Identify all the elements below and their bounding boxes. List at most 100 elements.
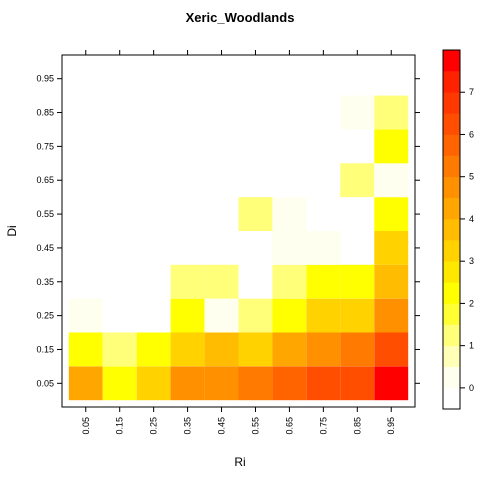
- colorbar-tick-label: 1: [469, 341, 474, 351]
- heatmap-cell: [340, 163, 375, 198]
- x-tick-label: 0.45: [217, 417, 227, 435]
- heatmap-cell: [374, 197, 409, 231]
- y-tick-label: 0.55: [36, 209, 54, 219]
- heatmap-cell: [170, 298, 205, 333]
- x-tick-label: 0.75: [318, 417, 328, 435]
- heatmap-cell: [204, 366, 239, 401]
- chart-title: Xeric_Woodlands: [186, 10, 295, 25]
- heatmap-cell: [272, 197, 307, 231]
- heatmap-cell: [374, 366, 409, 401]
- heatmap-cell: [238, 298, 273, 333]
- colorbar-band: [443, 92, 460, 114]
- colorbar-tick-label: 6: [469, 129, 474, 139]
- heatmap-cell: [272, 231, 307, 265]
- heatmap-cell: [374, 129, 409, 164]
- colorbar-band: [443, 197, 460, 220]
- colorbar-band: [443, 134, 460, 156]
- y-tick-label: 0.45: [36, 243, 54, 253]
- heatmap-cell: [102, 366, 137, 401]
- x-tick-label: 0.15: [115, 417, 125, 435]
- heatmap-cell: [170, 332, 205, 367]
- colorbar-band: [443, 218, 460, 241]
- y-tick-label: 0.05: [36, 378, 54, 388]
- heatmap-cell: [238, 366, 273, 401]
- colorbar-band: [443, 261, 460, 283]
- colorbar-band: [443, 240, 460, 262]
- heatmap-cell: [238, 332, 273, 367]
- y-axis-label: Di: [5, 225, 19, 236]
- colorbar-tick-label: 5: [469, 172, 474, 182]
- colorbar-frame: [442, 49, 461, 410]
- colorbar-band: [443, 345, 460, 368]
- y-tick-label: 0.95: [36, 74, 54, 84]
- heatmap-cell: [204, 298, 239, 333]
- heatmap-cell: [374, 95, 409, 130]
- colorbar-band: [443, 366, 460, 389]
- heatmap-cell: [170, 264, 205, 299]
- x-axis: 0.05 0.15 0.25 0.35 0.45 0.55 0.65 0.75 0.85 0.95: [81, 50, 396, 435]
- x-axis-label: Ri: [234, 455, 245, 469]
- heatmap-cell: [272, 366, 307, 401]
- heatmap-cells: [68, 95, 409, 401]
- heatmap-cell: [68, 332, 103, 367]
- heatmap-cell: [340, 95, 375, 130]
- y-tick-label: 0.85: [36, 108, 54, 118]
- x-tick-label: 0.05: [81, 417, 91, 435]
- colorbar-tick-label: 2: [469, 298, 474, 308]
- x-tick-label: 0.35: [183, 417, 193, 435]
- heatmap-cell: [340, 366, 375, 401]
- heatmap-cell: [136, 366, 171, 401]
- colorbar-tick-label: 7: [469, 87, 474, 97]
- heatmap-cell: [204, 264, 239, 299]
- heatmap-cell: [374, 163, 409, 198]
- colorbar-band: [443, 50, 460, 72]
- colorbar-band: [443, 282, 460, 304]
- heatmap-cell: [374, 231, 409, 265]
- heatmap-cell: [306, 366, 341, 401]
- x-tick-label: 0.55: [250, 417, 260, 435]
- heatmap-cell: [306, 264, 341, 299]
- colorbar-band: [443, 303, 460, 325]
- heatmap-cell: [374, 332, 409, 367]
- colorbar-band: [443, 155, 460, 178]
- heatmap-cell: [306, 231, 341, 265]
- colorbar: 0 1 2 3 4 5 6 7: [442, 49, 474, 410]
- y-tick-label: 0.75: [36, 141, 54, 151]
- heatmap-cell: [272, 298, 307, 333]
- x-tick-label: 0.85: [352, 417, 362, 435]
- colorbar-tick-label: 4: [469, 214, 474, 224]
- x-tick-label: 0.65: [284, 417, 294, 435]
- y-tick-label: 0.15: [36, 344, 54, 354]
- heatmap-cell: [374, 298, 409, 333]
- heatmap-cell: [272, 332, 307, 367]
- colorbar-band: [443, 324, 460, 346]
- x-tick-label: 0.25: [149, 417, 159, 435]
- heatmap-cell: [68, 366, 103, 401]
- plot-frame: [61, 54, 416, 408]
- heatmap-cell: [204, 332, 239, 367]
- colorbar-band: [443, 387, 460, 410]
- heatmap-cell: [340, 332, 375, 367]
- heatmap-cell: [238, 197, 273, 231]
- colorbar-tick-label: 0: [469, 383, 474, 393]
- heatmap-cell: [68, 298, 103, 333]
- y-tick-label: 0.65: [36, 175, 54, 185]
- y-axis: 0.05 0.15 0.25 0.35 0.45 0.55 0.65 0.75 0.85 0.95: [36, 74, 420, 388]
- heatmap-cell: [340, 264, 375, 299]
- heatmap-cell: [102, 332, 137, 367]
- heatmap-cell: [340, 298, 375, 333]
- x-tick-label: 0.95: [386, 417, 396, 435]
- colorbar-tick-label: 3: [469, 256, 474, 266]
- colorbar-band: [443, 176, 460, 199]
- heatmap-cell: [306, 298, 341, 333]
- heatmap-cell: [136, 332, 171, 367]
- heatmap-cell: [272, 264, 307, 299]
- heatmap-cell: [374, 264, 409, 299]
- heatmap-cell: [306, 332, 341, 367]
- colorbar-band: [443, 113, 460, 135]
- y-tick-label: 0.25: [36, 311, 54, 321]
- y-tick-label: 0.35: [36, 277, 54, 287]
- colorbar-band: [443, 71, 460, 93]
- heatmap-cell: [170, 366, 205, 401]
